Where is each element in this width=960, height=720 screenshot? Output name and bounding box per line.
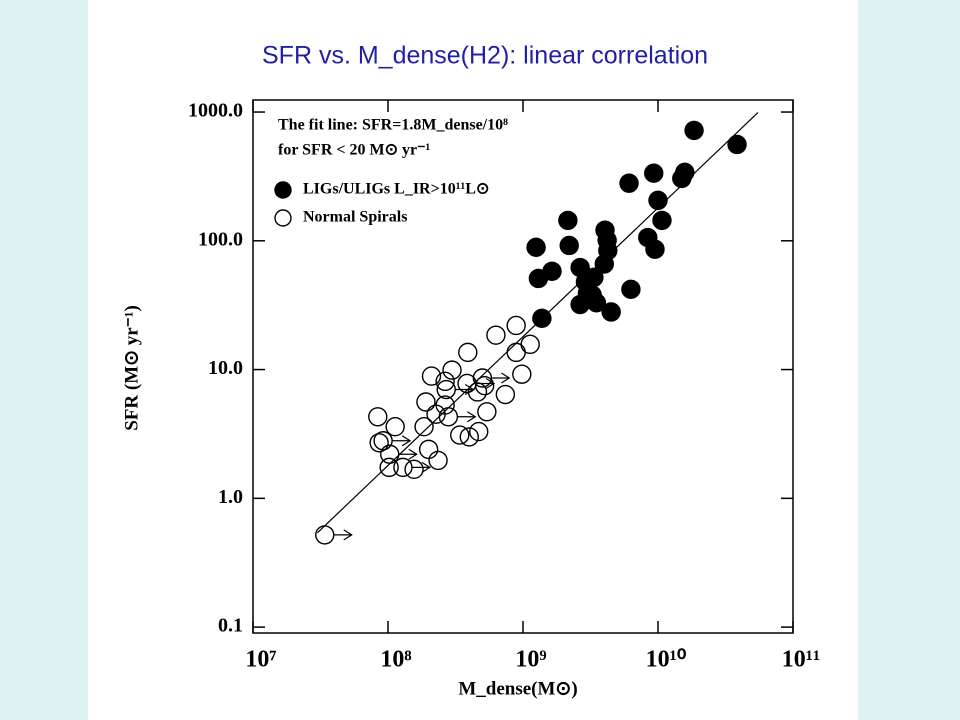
y-tick-label: 1.0 [218, 486, 243, 508]
data-point [414, 417, 434, 437]
annotation: The fit line: SFR=1.8M_dense/10⁸ [278, 117, 508, 134]
y-tick-label: 1000.0 [188, 100, 243, 122]
data-point [450, 425, 470, 445]
data-point [621, 279, 641, 300]
x-tick-label: 10⁸ [380, 647, 411, 673]
limit-arrow [476, 377, 496, 389]
y-tick-label: 100.0 [198, 228, 243, 250]
data-point [369, 433, 389, 453]
data-point [520, 334, 540, 355]
limit-arrow [457, 411, 477, 423]
chart-title: SFR vs. M_dense(H2): linear correlation [262, 42, 708, 70]
limit-arrow [333, 529, 353, 541]
legend-label: Normal Spirals [303, 209, 407, 226]
data-point [435, 371, 455, 392]
data-point [532, 308, 552, 329]
x-tick-label: 10¹¹ [782, 647, 820, 673]
data-point [486, 325, 506, 345]
y-axis-label: SFR (M⊙ yr⁻¹) [121, 305, 142, 431]
data-point [645, 239, 665, 259]
data-point [435, 395, 455, 415]
x-tick-label: 10⁷ [245, 647, 276, 673]
limit-arrow [392, 435, 412, 447]
x-tick-label: 10⁹ [515, 647, 546, 673]
x-axis-label: M_dense(M⊙) [458, 678, 577, 699]
y-tick-label: 10.0 [208, 357, 243, 379]
data-point [368, 407, 388, 427]
data-point [644, 163, 664, 183]
data-point [526, 237, 546, 258]
limit-arrow [398, 448, 418, 460]
data-point [512, 364, 532, 384]
data-point [442, 360, 462, 380]
data-point [458, 342, 478, 363]
data-point [459, 427, 479, 447]
data-point [558, 210, 578, 231]
legend-marker [274, 209, 292, 227]
legend-label: LIGs/ULIGs L_IR>10¹¹L⊙ [303, 181, 489, 198]
data-point [379, 457, 399, 478]
data-point [428, 450, 448, 471]
data-point [684, 120, 704, 141]
data-point [416, 392, 436, 412]
data-point [727, 134, 747, 155]
annotation: for SFR < 20 M⊙ yr⁻¹ [278, 142, 431, 159]
data-point [506, 315, 526, 336]
data-point [469, 421, 489, 442]
data-point [404, 459, 424, 480]
data-point [570, 294, 590, 315]
data-point [601, 302, 621, 322]
data-point [559, 235, 579, 256]
legend-marker [274, 181, 292, 199]
data-point [648, 190, 668, 211]
data-point [421, 366, 442, 386]
limit-arrow [491, 372, 511, 384]
y-tick-label: 0.1 [218, 615, 243, 637]
data-point [477, 402, 497, 422]
x-tick-label: 10¹⁰ [646, 647, 687, 673]
data-point [586, 293, 607, 313]
data-point [495, 384, 516, 405]
data-point [652, 210, 672, 231]
data-point [594, 254, 614, 274]
data-point [619, 173, 639, 193]
data-point [385, 417, 405, 437]
data-point [528, 268, 549, 289]
data-point [672, 168, 692, 189]
limit-arrow [411, 461, 432, 473]
